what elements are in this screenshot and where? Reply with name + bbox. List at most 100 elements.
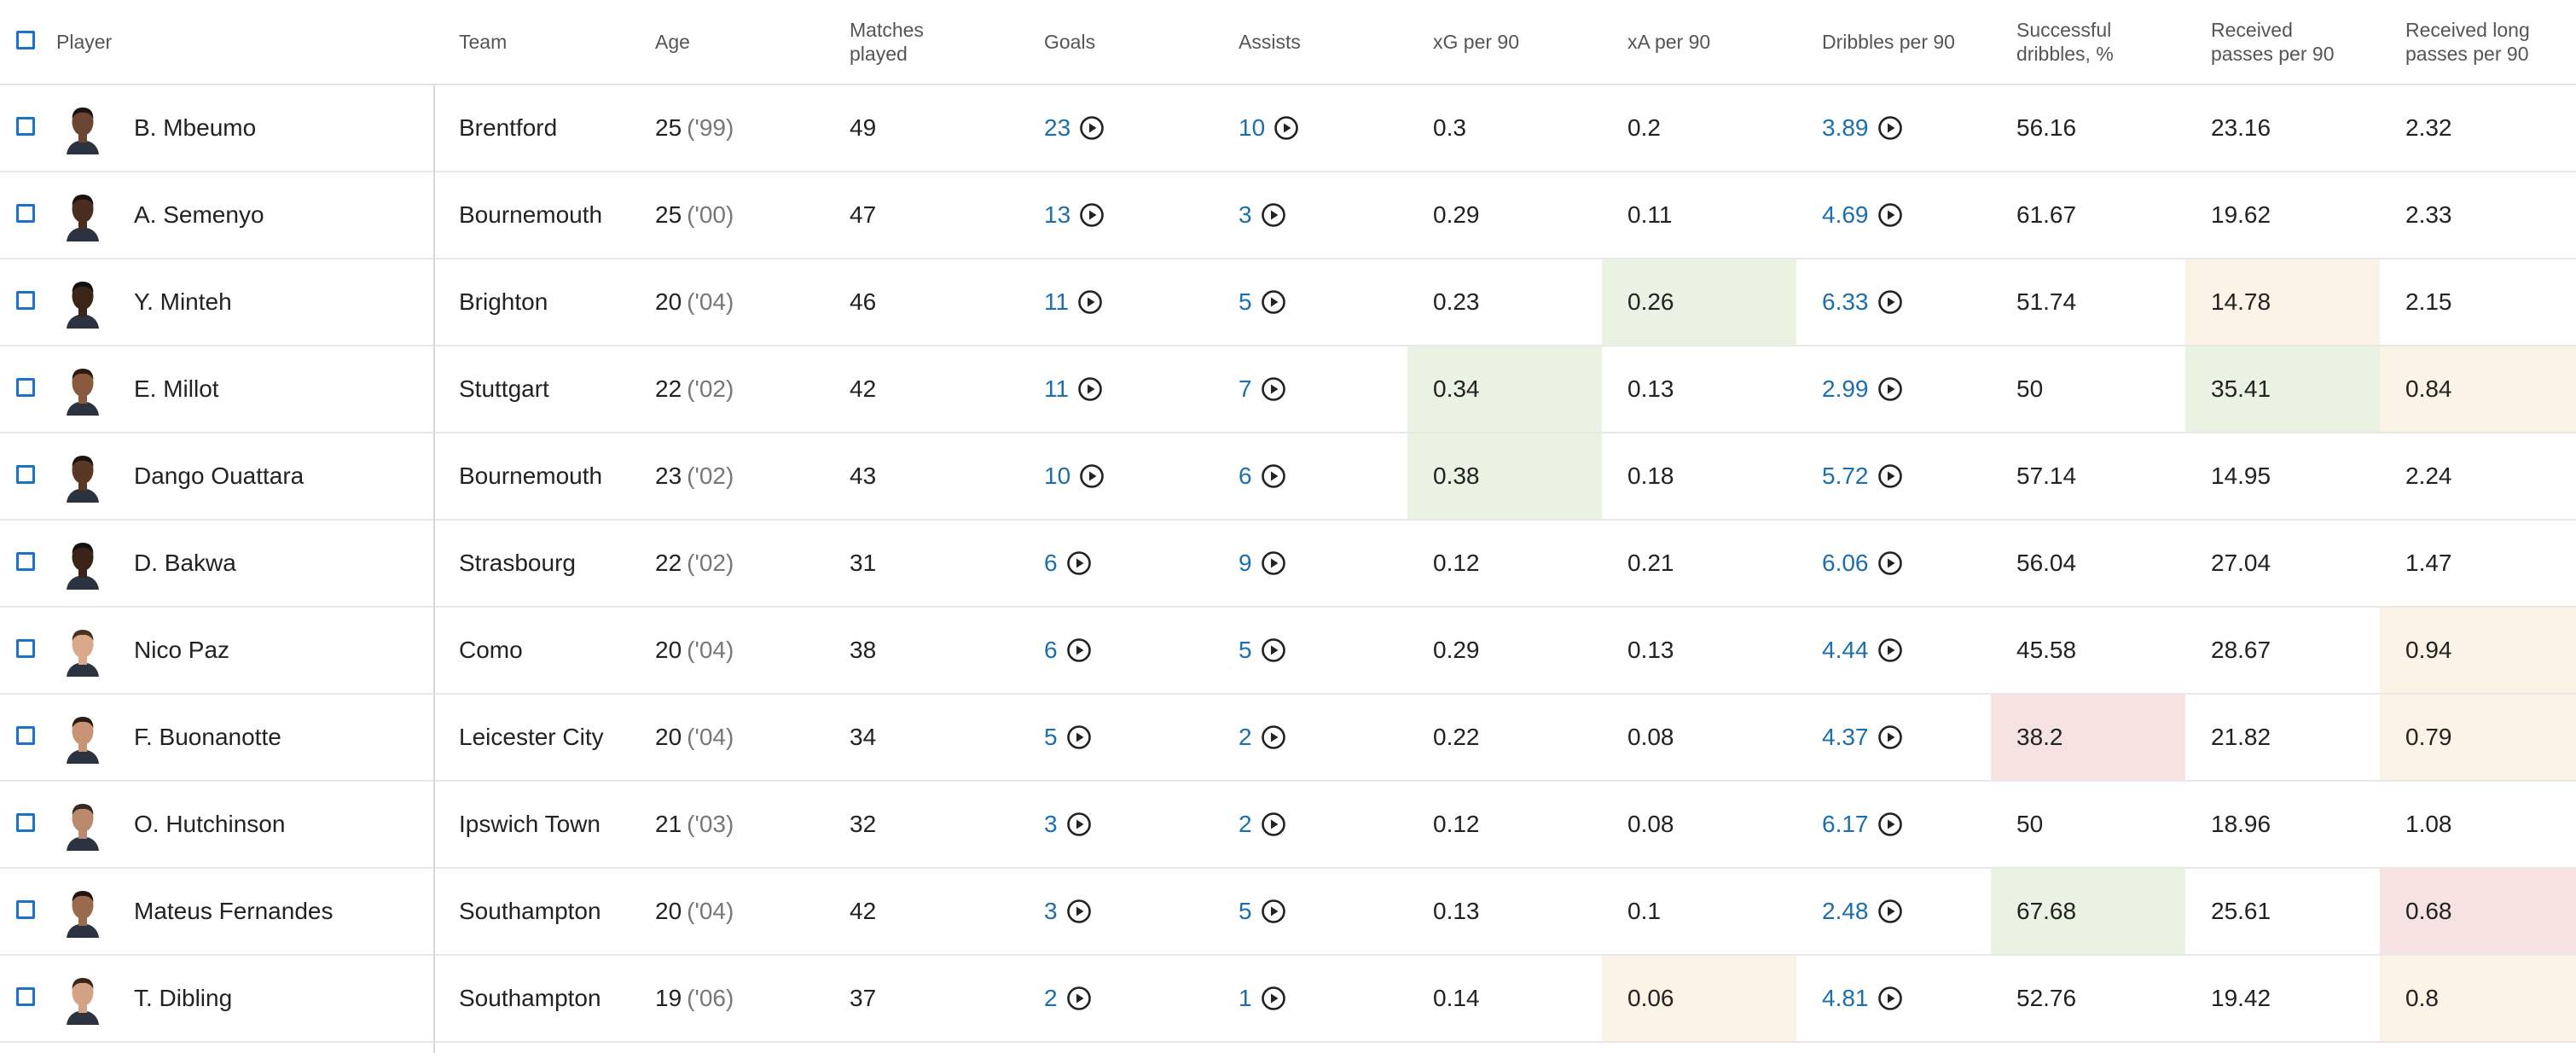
assists-link[interactable]: 2 bbox=[1239, 811, 1252, 837]
player-name[interactable]: F. Buonanotte bbox=[134, 724, 281, 750]
goals-cell[interactable]: 23 bbox=[1018, 85, 1213, 171]
play-video-icon[interactable] bbox=[1077, 376, 1103, 402]
play-video-icon[interactable] bbox=[1079, 202, 1105, 228]
table-row[interactable]: A. Semenyo Bournemouth 25 ('00) 47 13 3 0.29 0.1… bbox=[0, 172, 2576, 259]
assists-link[interactable]: 3 bbox=[1239, 201, 1252, 228]
play-video-icon[interactable] bbox=[1261, 463, 1286, 489]
player-cell[interactable]: T. Dibling bbox=[0, 956, 433, 1041]
assists-link[interactable]: 1 bbox=[1239, 985, 1252, 1011]
assists-link[interactable]: 6 bbox=[1239, 463, 1252, 489]
play-video-icon[interactable] bbox=[1066, 899, 1092, 924]
play-video-icon[interactable] bbox=[1261, 986, 1286, 1011]
row-checkbox[interactable] bbox=[16, 726, 35, 745]
play-video-icon[interactable] bbox=[1079, 463, 1105, 489]
dribbles-cell[interactable]: 4.69 bbox=[1796, 172, 1991, 258]
dribbles-cell[interactable]: 6.17 bbox=[1796, 782, 1991, 867]
row-checkbox[interactable] bbox=[16, 639, 35, 658]
player-name[interactable]: B. Mbeumo bbox=[134, 114, 257, 141]
table-row[interactable]: O. Hutchinson Ipswich Town 21 ('03) 32 3 2 0.12… bbox=[0, 782, 2576, 869]
play-video-icon[interactable] bbox=[1877, 376, 1903, 402]
play-video-icon[interactable] bbox=[1273, 115, 1299, 141]
table-row[interactable]: Mateus Fernandes Southampton 20 ('04) 42 3 5 0.… bbox=[0, 869, 2576, 956]
play-video-icon[interactable] bbox=[1877, 550, 1903, 576]
player-name[interactable]: Y. Minteh bbox=[134, 288, 232, 315]
assists-cell[interactable]: 2 bbox=[1213, 782, 1407, 867]
assists-cell[interactable]: 2 bbox=[1213, 695, 1407, 780]
goals-cell[interactable]: 3 bbox=[1018, 782, 1213, 867]
play-video-icon[interactable] bbox=[1066, 637, 1092, 663]
header-dribbles-per-90[interactable]: Dribbles per 90 bbox=[1822, 31, 1955, 53]
player-cell[interactable]: E. Millot bbox=[0, 346, 433, 432]
dribbles-link[interactable]: 4.44 bbox=[1822, 637, 1869, 663]
player-cell[interactable]: A. Semenyo bbox=[0, 172, 433, 258]
goals-link[interactable]: 23 bbox=[1044, 114, 1071, 141]
dribbles-cell[interactable]: 4.81 bbox=[1796, 956, 1991, 1041]
row-checkbox[interactable] bbox=[16, 465, 35, 484]
goals-link[interactable]: 11 bbox=[1044, 288, 1070, 315]
header-received-passes[interactable]: Received passes per 90 bbox=[2211, 19, 2335, 65]
dribbles-link[interactable]: 6.33 bbox=[1822, 288, 1869, 315]
play-video-icon[interactable] bbox=[1261, 289, 1286, 315]
play-video-icon[interactable] bbox=[1261, 202, 1286, 228]
header-matches-played[interactable]: Matches played bbox=[850, 19, 924, 65]
select-all-checkbox[interactable] bbox=[16, 31, 35, 49]
play-video-icon[interactable] bbox=[1877, 289, 1903, 315]
assists-cell[interactable]: 5 bbox=[1213, 259, 1407, 345]
play-video-icon[interactable] bbox=[1077, 289, 1103, 315]
play-video-icon[interactable] bbox=[1877, 986, 1903, 1011]
player-cell[interactable]: D. Bakwa bbox=[0, 521, 433, 606]
play-video-icon[interactable] bbox=[1066, 986, 1092, 1011]
play-video-icon[interactable] bbox=[1066, 550, 1092, 576]
assists-link[interactable]: 10 bbox=[1239, 114, 1266, 141]
goals-cell[interactable]: 3 bbox=[1018, 869, 1213, 954]
dribbles-cell[interactable]: 4.37 bbox=[1796, 695, 1991, 780]
goals-cell[interactable]: 6 bbox=[1018, 521, 1213, 606]
play-video-icon[interactable] bbox=[1877, 115, 1903, 141]
assists-link[interactable]: 5 bbox=[1239, 288, 1252, 315]
goals-cell[interactable]: 11 bbox=[1018, 259, 1213, 345]
dribbles-cell[interactable]: 4.44 bbox=[1796, 608, 1991, 693]
assists-link[interactable]: 5 bbox=[1239, 898, 1252, 924]
play-video-icon[interactable] bbox=[1261, 812, 1286, 837]
dribbles-cell[interactable]: 2.99 bbox=[1796, 346, 1991, 432]
goals-link[interactable]: 3 bbox=[1044, 811, 1058, 837]
goals-link[interactable]: 6 bbox=[1044, 637, 1058, 663]
play-video-icon[interactable] bbox=[1877, 202, 1903, 228]
play-video-icon[interactable] bbox=[1079, 115, 1105, 141]
dribbles-cell[interactable]: 3.89 bbox=[1796, 85, 1991, 171]
assists-link[interactable]: 5 bbox=[1239, 637, 1252, 663]
player-name[interactable]: T. Dibling bbox=[134, 985, 233, 1011]
header-xa-per-90[interactable]: xA per 90 bbox=[1627, 31, 1711, 53]
play-video-icon[interactable] bbox=[1877, 724, 1903, 750]
dribbles-cell[interactable]: 2.48 bbox=[1796, 869, 1991, 954]
assists-cell[interactable]: 5 bbox=[1213, 869, 1407, 954]
table-row[interactable]: D. Bakwa Strasbourg 22 ('02) 31 6 9 0.12 0.21 6.0… bbox=[0, 521, 2576, 608]
play-video-icon[interactable] bbox=[1261, 724, 1286, 750]
table-row[interactable]: Dango Ouattara Bournemouth 23 ('02) 43 10 6 0.3… bbox=[0, 433, 2576, 521]
row-checkbox[interactable] bbox=[16, 900, 35, 919]
dribbles-link[interactable]: 4.81 bbox=[1822, 985, 1869, 1011]
dribbles-cell[interactable]: 6.06 bbox=[1796, 521, 1991, 606]
header-player[interactable]: Player bbox=[0, 0, 433, 84]
goals-cell[interactable]: 10 bbox=[1018, 433, 1213, 519]
assists-cell[interactable]: 10 bbox=[1213, 85, 1407, 171]
row-checkbox[interactable] bbox=[16, 813, 35, 832]
assists-cell[interactable]: 3 bbox=[1213, 172, 1407, 258]
row-checkbox[interactable] bbox=[16, 117, 35, 136]
goals-link[interactable]: 2 bbox=[1044, 985, 1058, 1011]
player-name[interactable]: D. Bakwa bbox=[134, 550, 236, 576]
player-cell[interactable]: Dango Ouattara bbox=[0, 433, 433, 519]
row-checkbox[interactable] bbox=[16, 204, 35, 223]
player-cell[interactable]: Mateus Fernandes bbox=[0, 869, 433, 954]
play-video-icon[interactable] bbox=[1066, 724, 1092, 750]
assists-link[interactable]: 2 bbox=[1239, 724, 1252, 750]
play-video-icon[interactable] bbox=[1877, 463, 1903, 489]
player-name[interactable]: Nico Paz bbox=[134, 637, 230, 663]
header-assists[interactable]: Assists bbox=[1239, 31, 1301, 53]
assists-cell[interactable]: 7 bbox=[1213, 346, 1407, 432]
play-video-icon[interactable] bbox=[1066, 812, 1092, 837]
goals-link[interactable]: 10 bbox=[1044, 463, 1071, 489]
table-row[interactable]: Y. Minteh Brighton 20 ('04) 46 11 5 0.23 0.26 6.3… bbox=[0, 259, 2576, 346]
player-cell[interactable]: O. Hutchinson bbox=[0, 782, 433, 867]
goals-cell[interactable]: 13 bbox=[1018, 172, 1213, 258]
